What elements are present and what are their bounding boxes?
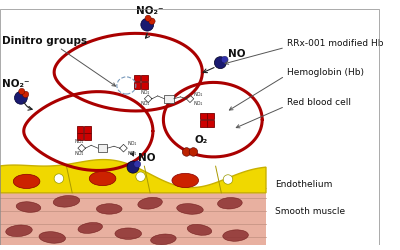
Bar <box>84 126 90 132</box>
Text: NO₂: NO₂ <box>74 151 84 156</box>
Ellipse shape <box>13 174 40 188</box>
Ellipse shape <box>214 57 226 69</box>
Text: Red blood cell: Red blood cell <box>287 98 351 107</box>
Bar <box>77 126 83 132</box>
Ellipse shape <box>136 172 145 182</box>
Ellipse shape <box>218 198 242 209</box>
Bar <box>134 75 140 81</box>
Ellipse shape <box>182 148 191 156</box>
Text: NO₂: NO₂ <box>127 141 137 146</box>
Text: NO₂⁻: NO₂⁻ <box>2 79 29 89</box>
Bar <box>77 133 83 140</box>
Text: Dinitro groups: Dinitro groups <box>2 36 87 46</box>
Text: Smooth muscle: Smooth muscle <box>276 207 346 216</box>
Bar <box>0 193 266 245</box>
Bar <box>84 133 90 140</box>
Ellipse shape <box>19 88 25 94</box>
Bar <box>200 113 207 119</box>
Bar <box>141 75 148 81</box>
Bar <box>200 120 207 127</box>
Ellipse shape <box>78 222 102 234</box>
Ellipse shape <box>177 204 203 214</box>
Ellipse shape <box>54 174 64 183</box>
Bar <box>98 144 107 152</box>
Ellipse shape <box>127 161 139 173</box>
Polygon shape <box>0 160 266 193</box>
Ellipse shape <box>89 172 116 186</box>
Ellipse shape <box>150 234 176 245</box>
Ellipse shape <box>223 175 233 184</box>
Ellipse shape <box>96 204 122 214</box>
Bar <box>141 82 148 89</box>
Ellipse shape <box>16 202 41 212</box>
Bar <box>208 113 214 119</box>
Text: Endothelium: Endothelium <box>276 180 333 189</box>
Ellipse shape <box>145 15 151 21</box>
Text: NO₂: NO₂ <box>194 102 203 106</box>
Text: NO₂: NO₂ <box>140 90 150 95</box>
Ellipse shape <box>22 91 29 98</box>
Ellipse shape <box>189 148 198 156</box>
Text: RRx-001 modified Hb: RRx-001 modified Hb <box>287 39 383 48</box>
Ellipse shape <box>134 161 141 168</box>
Text: NO: NO <box>138 154 155 164</box>
Text: NO₂: NO₂ <box>194 92 203 97</box>
Ellipse shape <box>172 173 198 188</box>
Text: O₂: O₂ <box>195 136 208 145</box>
Ellipse shape <box>115 228 142 239</box>
Text: NO₂: NO₂ <box>74 140 84 144</box>
Ellipse shape <box>149 18 155 25</box>
Bar <box>134 82 140 89</box>
Text: NO₂: NO₂ <box>127 151 137 156</box>
Ellipse shape <box>14 92 27 104</box>
Text: NO₂: NO₂ <box>140 102 150 106</box>
Text: NO: NO <box>228 49 246 59</box>
Bar <box>208 120 214 127</box>
Bar <box>164 95 174 102</box>
Text: Hemoglobin (Hb): Hemoglobin (Hb) <box>287 68 364 77</box>
Ellipse shape <box>221 56 228 63</box>
Ellipse shape <box>141 18 154 31</box>
Text: NO₂⁻: NO₂⁻ <box>136 6 164 16</box>
Ellipse shape <box>39 232 66 243</box>
Ellipse shape <box>138 197 162 209</box>
Ellipse shape <box>6 225 32 236</box>
Ellipse shape <box>223 230 248 241</box>
Ellipse shape <box>187 224 212 235</box>
Ellipse shape <box>53 196 80 207</box>
